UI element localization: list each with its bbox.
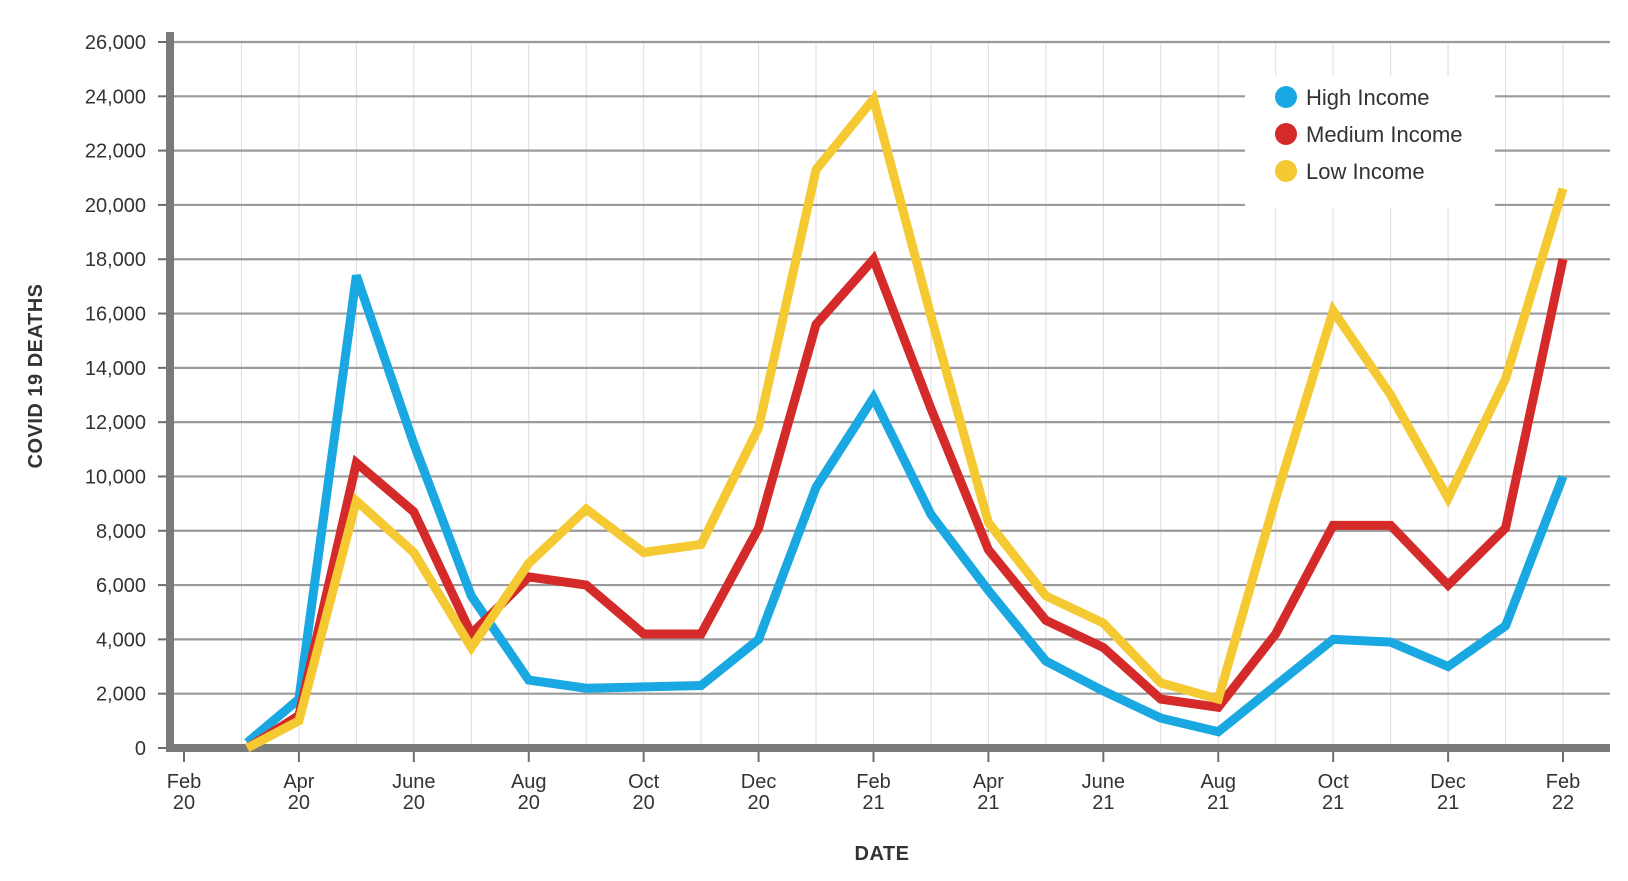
x-tick-label-year: 20 [288,792,310,814]
x-tick-label-month: Apr [283,771,314,793]
x-tick-label-year: 21 [977,792,999,814]
x-tick-label-year: 21 [1092,792,1114,814]
x-tick-label-month: June [392,771,435,793]
y-tick-label: 16,000 [85,304,146,326]
x-tick-label-month: Feb [856,771,890,793]
tick-labels: 0 2,000 4,000 6,000 8,000 10,000 12,000 14,000 1… [85,32,1580,814]
y-tick-label: 2,000 [96,684,146,706]
legend-label-medium-income: Medium Income [1306,122,1463,147]
x-tick-label-month: June [1082,771,1125,793]
legend-item-medium-income: Medium Income [1275,122,1463,147]
legend-marker-medium-income [1275,123,1297,145]
x-tick-label-month: Aug [511,771,547,793]
legend-marker-low-income [1275,160,1297,182]
legend-item-high-income: High Income [1275,85,1430,110]
x-axis-title: DATE [855,843,910,865]
series-lines [244,89,1568,752]
y-tick-label: 24,000 [85,86,146,108]
x-tick-label-year: 20 [633,792,655,814]
y-tick-label: 26,000 [85,32,146,54]
series-line-low-income [245,89,1568,752]
y-tick-label: 14,000 [85,358,146,380]
legend-label-high-income: High Income [1306,85,1430,110]
y-tick-label: 18,000 [85,249,146,271]
y-tick-label: 4,000 [96,629,146,651]
x-tick-label-year: 21 [1207,792,1229,814]
x-tick-label-year: 20 [747,792,769,814]
x-tick-label-year: 22 [1552,792,1574,814]
x-tick-label-month: Feb [167,771,201,793]
x-tick-label-month: Feb [1546,771,1580,793]
y-tick-label: 22,000 [85,141,146,163]
x-tick-label-month: Dec [741,771,777,793]
y-tick-label: 8,000 [96,521,146,543]
y-tick-label: 20,000 [85,195,146,217]
y-tick-label: 10,000 [85,466,146,488]
x-tick-label-year: 21 [862,792,884,814]
x-tick-label-year: 21 [1322,792,1344,814]
legend-item-low-income: Low Income [1275,159,1425,184]
x-tick-label-month: Dec [1430,771,1466,793]
series-line-medium-income [244,250,1568,752]
x-tick-label-month: Oct [1318,771,1350,793]
legend: High Income Medium Income Low Income [1245,76,1495,208]
x-tick-label-month: Aug [1200,771,1236,793]
y-tick-label: 0 [135,738,146,760]
axes [158,32,1610,762]
x-tick-label-month: Apr [973,771,1004,793]
x-tick-label-year: 21 [1437,792,1459,814]
legend-label-low-income: Low Income [1306,159,1425,184]
x-tick-label-month: Oct [628,771,660,793]
x-tick-label-year: 20 [173,792,195,814]
series-line-high-income [244,274,1568,747]
x-tick-label-year: 20 [403,792,425,814]
x-tick-label-year: 20 [518,792,540,814]
y-tick-label: 6,000 [96,575,146,597]
y-tick-label: 12,000 [85,412,146,434]
y-axis-title: COVID 19 DEATHS [25,284,47,469]
legend-marker-high-income [1275,86,1297,108]
